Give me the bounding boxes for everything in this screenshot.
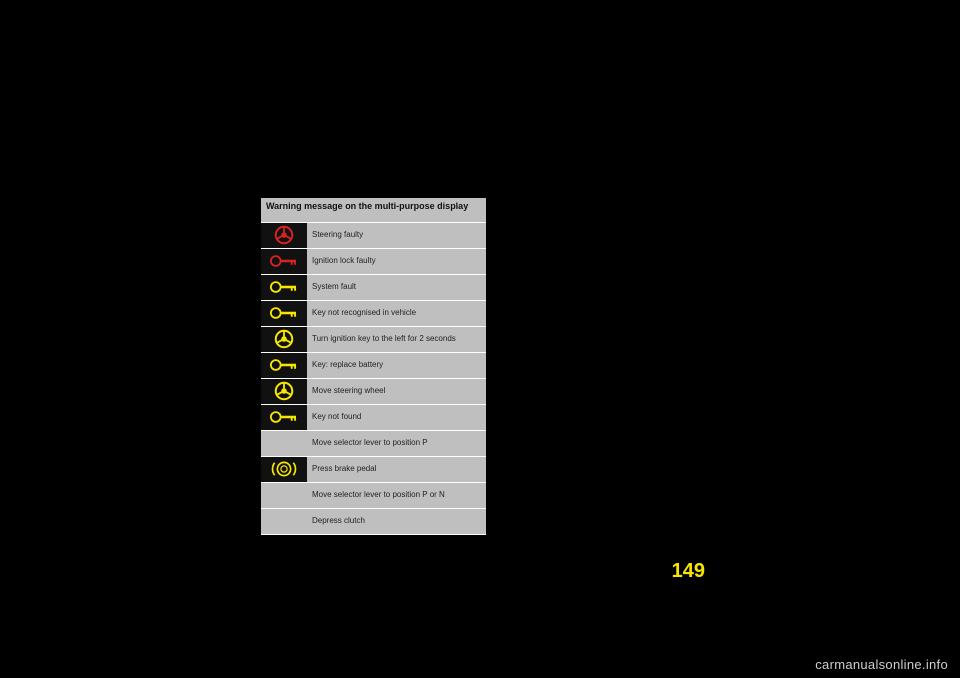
icon-cell — [261, 301, 307, 326]
message-cell: Move selector lever to position P — [307, 431, 486, 456]
table-row: Steering faulty — [261, 223, 486, 249]
message-cell: Turn ignition key to the left for 2 seco… — [307, 327, 486, 352]
warning-table: Warning message on the multi-purpose dis… — [261, 198, 486, 535]
key-icon — [269, 410, 299, 424]
icon-cell — [261, 327, 307, 352]
table-row: Turn ignition key to the left for 2 seco… — [261, 327, 486, 353]
message-cell: Key not found — [307, 405, 486, 430]
key-icon — [269, 254, 299, 268]
table-row: Move selector lever to position P or N — [261, 483, 486, 509]
table-row: Key not recognised in vehicle — [261, 301, 486, 327]
table-row: Move steering wheel — [261, 379, 486, 405]
message-cell: Key: replace battery — [307, 353, 486, 378]
table-row: System fault — [261, 275, 486, 301]
message-cell: Steering faulty — [307, 223, 486, 248]
table-row: Depress clutch — [261, 509, 486, 535]
watermark-text: carmanualsonline.info — [815, 657, 948, 672]
table-header-text: Warning message on the multi-purpose dis… — [266, 201, 481, 212]
steering-wheel-icon — [273, 380, 295, 402]
brake-icon — [270, 458, 298, 480]
message-cell: Key not recognised in vehicle — [307, 301, 486, 326]
key-icon — [269, 306, 299, 320]
icon-cell — [261, 457, 307, 482]
icon-cell — [261, 353, 307, 378]
steering-wheel-icon — [273, 224, 295, 246]
key-icon — [269, 280, 299, 294]
icon-cell — [261, 405, 307, 430]
message-cell: Ignition lock faulty — [307, 249, 486, 274]
message-cell: Move selector lever to position P or N — [307, 483, 486, 508]
table-row: Key: replace battery — [261, 353, 486, 379]
message-cell: Press brake pedal — [307, 457, 486, 482]
icon-cell — [261, 275, 307, 300]
message-cell: Move steering wheel — [307, 379, 486, 404]
table-row: Key not found — [261, 405, 486, 431]
icon-cell — [261, 223, 307, 248]
icon-cell — [261, 483, 307, 508]
icon-cell — [261, 249, 307, 274]
message-cell: System fault — [307, 275, 486, 300]
message-cell: Depress clutch — [307, 509, 486, 534]
icon-cell — [261, 431, 307, 456]
icon-cell — [261, 509, 307, 534]
table-row: Press brake pedal — [261, 457, 486, 483]
icon-cell — [261, 379, 307, 404]
table-header-row: Warning message on the multi-purpose dis… — [261, 198, 486, 223]
table-row: Ignition lock faulty — [261, 249, 486, 275]
table-row: Move selector lever to position P — [261, 431, 486, 457]
steering-wheel-icon — [273, 328, 295, 350]
key-icon — [269, 358, 299, 372]
page-number: 149 — [672, 560, 705, 583]
